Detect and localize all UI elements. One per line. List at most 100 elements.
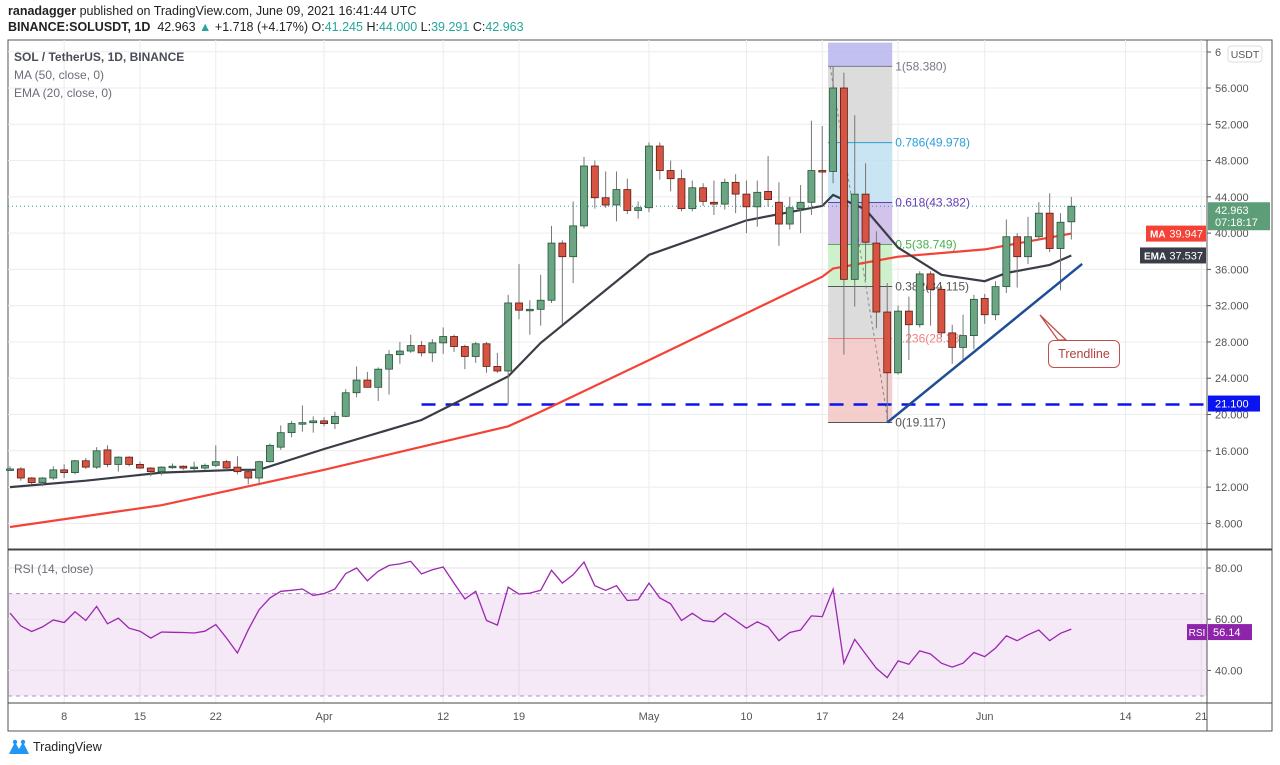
candle[interactable]: [6, 466, 14, 471]
candle[interactable]: [601, 171, 610, 208]
candle[interactable]: [883, 283, 892, 423]
candle[interactable]: [1056, 213, 1065, 291]
candle[interactable]: [861, 163, 870, 281]
candle[interactable]: [1024, 216, 1032, 264]
candle[interactable]: [818, 126, 827, 206]
candle[interactable]: [363, 371, 372, 388]
candle[interactable]: [439, 327, 448, 354]
candle[interactable]: [515, 263, 523, 320]
candle[interactable]: [980, 293, 989, 324]
candle[interactable]: [645, 142, 653, 213]
candle[interactable]: [222, 459, 231, 470]
candle[interactable]: [406, 334, 415, 353]
candle[interactable]: [276, 425, 285, 450]
candle[interactable]: [450, 334, 458, 352]
candle[interactable]: [136, 461, 144, 469]
candle[interactable]: [417, 341, 426, 357]
candle[interactable]: [157, 466, 166, 476]
candle[interactable]: [504, 294, 513, 405]
candle[interactable]: [233, 456, 242, 475]
candle[interactable]: [201, 463, 209, 470]
candle[interactable]: [699, 183, 708, 206]
candle[interactable]: [114, 456, 123, 472]
candle[interactable]: [211, 445, 220, 468]
candle[interactable]: [341, 389, 350, 418]
candle[interactable]: [720, 178, 729, 210]
candle[interactable]: [785, 196, 794, 230]
candle[interactable]: [850, 115, 859, 307]
trendline[interactable]: [886, 262, 1083, 424]
candle[interactable]: [525, 300, 534, 335]
candle[interactable]: [428, 339, 437, 362]
candle[interactable]: [558, 240, 567, 324]
candle[interactable]: [179, 465, 188, 470]
candle[interactable]: [330, 411, 339, 430]
candle[interactable]: [655, 142, 664, 180]
candle[interactable]: [255, 460, 263, 486]
candle[interactable]: [634, 201, 643, 219]
candle[interactable]: [244, 470, 253, 485]
candle[interactable]: [948, 324, 957, 364]
candle[interactable]: [471, 341, 480, 363]
candle[interactable]: [1034, 202, 1043, 241]
candle[interactable]: [623, 178, 632, 215]
candle[interactable]: [1067, 196, 1076, 240]
legend-ma[interactable]: MA (50, close, 0): [14, 68, 105, 82]
candle[interactable]: [710, 180, 718, 215]
candle[interactable]: [385, 350, 393, 395]
candle[interactable]: [937, 285, 946, 338]
candle[interactable]: [146, 467, 155, 477]
candle[interactable]: [493, 352, 502, 373]
candle[interactable]: [894, 305, 902, 375]
candle[interactable]: [81, 458, 90, 469]
candle[interactable]: [612, 171, 621, 222]
candle[interactable]: [536, 274, 545, 326]
candle[interactable]: [190, 461, 199, 471]
candle[interactable]: [1013, 233, 1022, 288]
candle[interactable]: [742, 180, 751, 234]
candle[interactable]: [904, 296, 913, 361]
candle[interactable]: [731, 174, 740, 214]
candle[interactable]: [49, 466, 58, 480]
candle[interactable]: [677, 169, 686, 212]
candle[interactable]: [1002, 219, 1011, 293]
candle[interactable]: [688, 180, 697, 212]
candle[interactable]: [547, 225, 556, 303]
candle[interactable]: [16, 467, 25, 481]
candle[interactable]: [753, 180, 762, 227]
candle[interactable]: [352, 366, 361, 398]
legend-ema[interactable]: EMA (20, close, 0): [14, 86, 113, 100]
candle[interactable]: [92, 447, 101, 469]
candle[interactable]: [872, 231, 881, 329]
candle[interactable]: [60, 464, 69, 479]
candle[interactable]: [969, 294, 978, 350]
candle[interactable]: [38, 477, 47, 487]
candle[interactable]: [298, 405, 307, 432]
candle[interactable]: [840, 72, 848, 355]
author[interactable]: ranadagger: [8, 4, 77, 18]
candle[interactable]: [320, 417, 328, 427]
candle[interactable]: [374, 367, 383, 401]
candle[interactable]: [580, 156, 588, 229]
candle[interactable]: [460, 344, 469, 370]
candle[interactable]: [807, 120, 816, 215]
candle[interactable]: [915, 271, 924, 328]
candle[interactable]: [168, 463, 177, 469]
candle[interactable]: [775, 182, 783, 246]
candle[interactable]: [266, 443, 274, 463]
candle[interactable]: [666, 160, 675, 192]
legend-rsi[interactable]: RSI (14, close): [14, 562, 94, 576]
candle[interactable]: [71, 459, 79, 475]
candle[interactable]: [829, 66, 837, 184]
candle[interactable]: [569, 201, 578, 284]
candle[interactable]: [764, 156, 772, 207]
candle[interactable]: [482, 341, 491, 373]
candle[interactable]: [309, 416, 318, 433]
candle[interactable]: [125, 456, 134, 467]
candle[interactable]: [1045, 193, 1054, 253]
candle[interactable]: [287, 420, 296, 438]
candle[interactable]: [926, 271, 935, 326]
candle[interactable]: [395, 341, 404, 364]
trendline-annotation[interactable]: Trendline: [1048, 340, 1120, 368]
